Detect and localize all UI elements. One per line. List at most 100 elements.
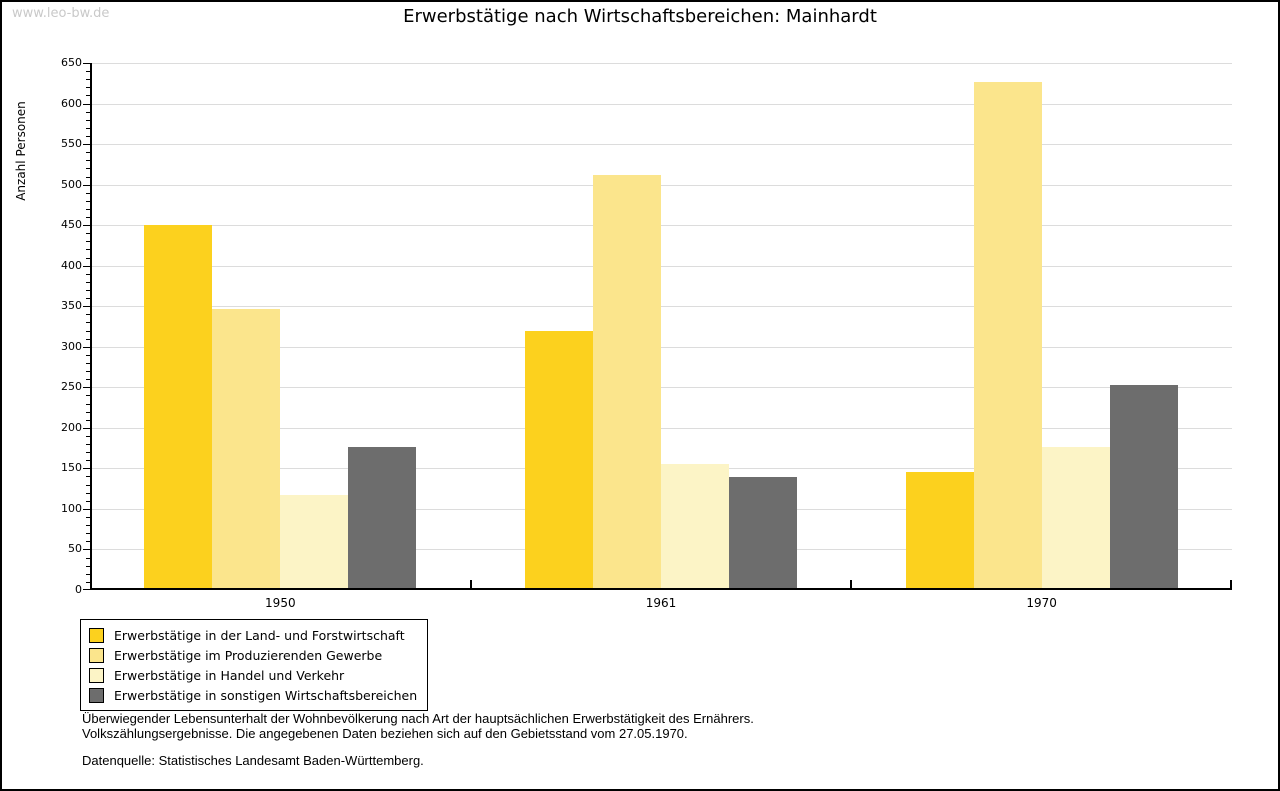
y-tick-major [83, 144, 90, 146]
y-tick-minor [86, 314, 90, 316]
y-tick-major [83, 346, 90, 348]
bar-1961-series3 [661, 464, 729, 588]
y-tick-minor [86, 79, 90, 81]
bar-1961-series1 [525, 330, 593, 588]
x-boundary-tick [469, 580, 472, 588]
y-tick-major [83, 589, 90, 590]
y-tick-label: 200 [61, 420, 82, 434]
y-tick-minor [86, 411, 90, 413]
legend-label: Erwerbstätige in der Land- und Forstwirt… [114, 627, 405, 643]
footnote-line2: Volkszählungsergebnisse. Die angegebenen… [82, 725, 688, 741]
y-tick-label: 450 [61, 218, 82, 232]
y-tick-minor [86, 362, 90, 364]
y-tick-label: 100 [61, 501, 82, 515]
y-tick-label: 350 [61, 299, 82, 313]
y-tick-major [83, 63, 90, 64]
y-gridline [92, 63, 1232, 64]
y-tick-minor [86, 298, 90, 300]
bar-1950-series2 [212, 308, 281, 588]
y-tick-minor [86, 452, 90, 454]
y-tick-minor [86, 403, 90, 405]
y-tick-minor [86, 119, 90, 121]
y-tick-major [83, 225, 90, 227]
y-tick-minor [86, 444, 90, 446]
y-tick-major [83, 387, 90, 389]
y-tick-minor [86, 95, 90, 97]
y-tick-minor [86, 435, 90, 437]
legend-swatch [89, 687, 104, 703]
footnote-line1: Überwiegender Lebensunterhalt der Wohnbe… [82, 711, 754, 726]
y-axis-spine [90, 63, 92, 590]
y-gridline [92, 144, 1232, 146]
y-tick-major [83, 184, 90, 186]
footnote: Überwiegender Lebensunterhalt der Wohnbe… [82, 711, 754, 741]
y-tick-label: 300 [61, 339, 82, 353]
y-tick-major [83, 549, 90, 551]
y-tick-minor [86, 249, 90, 251]
bar-1950-series4 [348, 447, 417, 588]
watermark: www.leo-bw.de [12, 6, 110, 21]
y-tick-minor [86, 135, 90, 137]
bar-1961-series4 [729, 477, 797, 588]
y-tick-minor [86, 160, 90, 162]
chart-title: Erwerbstätige nach Wirtschaftsbereichen:… [403, 6, 877, 27]
y-tick-minor [86, 200, 90, 202]
y-tick-label: 400 [61, 258, 82, 272]
y-tick-minor [86, 330, 90, 332]
y-tick-minor [86, 87, 90, 89]
legend-row: Erwerbstätige in der Land- und Forstwirt… [89, 625, 417, 645]
y-tick-minor [86, 111, 90, 113]
y-tick-minor [86, 290, 90, 291]
legend: Erwerbstätige in der Land- und Forstwirt… [80, 619, 429, 711]
y-tick-minor [86, 281, 90, 283]
y-gridline [92, 387, 1232, 389]
y-tick-major [83, 265, 90, 267]
y-tick-minor [86, 379, 90, 381]
y-gridline [92, 346, 1232, 348]
y-tick-label: 0 [75, 583, 82, 596]
y-tick-label: 550 [61, 137, 82, 151]
y-gridline [92, 306, 1232, 308]
y-tick-minor [86, 533, 90, 535]
bar-1970-series4 [1109, 384, 1178, 588]
bar-1950-series1 [144, 225, 213, 588]
legend-label: Erwerbstätige in Handel und Verkehr [114, 667, 345, 683]
y-tick-minor [86, 322, 90, 324]
legend-row: Erwerbstätige in sonstigen Wirtschaftsbe… [89, 685, 417, 705]
y-tick-label: 50 [68, 542, 82, 556]
y-tick-major [83, 306, 90, 308]
y-tick-minor [86, 338, 90, 340]
x-category-label: 1970 [1026, 596, 1057, 610]
y-tick-minor [86, 460, 90, 462]
x-category-label: 1961 [645, 596, 677, 610]
legend-swatch [89, 647, 104, 663]
legend-row: Erwerbstätige in Handel und Verkehr [89, 665, 417, 685]
legend-swatch [89, 667, 104, 683]
legend-label: Erwerbstätige in sonstigen Wirtschaftsbe… [114, 687, 418, 703]
y-tick-minor [86, 476, 90, 478]
y-tick-minor [86, 152, 90, 154]
y-tick-major [83, 103, 90, 105]
y-tick-minor [86, 208, 90, 210]
data-source: Datenquelle: Statistisches Landesamt Bad… [82, 753, 424, 768]
y-tick-minor [86, 127, 90, 129]
y-gridline [92, 225, 1232, 227]
y-gridline [92, 427, 1232, 429]
x-boundary-tick [850, 580, 853, 588]
y-tick-label: 500 [61, 177, 82, 191]
y-tick-minor [86, 71, 90, 73]
y-tick-major [83, 427, 90, 429]
y-tick-label: 650 [61, 56, 82, 69]
x-axis-line [90, 588, 1232, 590]
y-tick-minor [86, 525, 90, 527]
bar-1961-series2 [593, 174, 661, 588]
bar-1970-series2 [973, 81, 1042, 588]
y-tick-label: 600 [61, 96, 82, 110]
y-tick-label: 150 [61, 461, 82, 475]
y-tick-minor [86, 217, 90, 219]
bar-1970-series1 [905, 471, 974, 588]
legend-row: Erwerbstätige im Produzierenden Gewerbe [89, 645, 417, 665]
legend-label: Erwerbstätige im Produzierenden Gewerbe [114, 647, 383, 663]
y-tick-minor [86, 500, 90, 502]
